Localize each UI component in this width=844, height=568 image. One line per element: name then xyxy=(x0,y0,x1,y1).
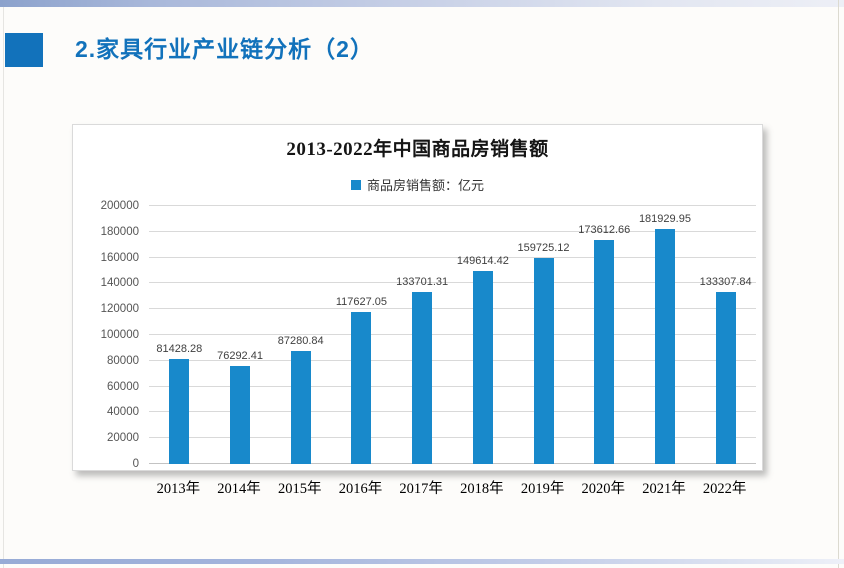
y-tick-label: 0 xyxy=(132,458,139,470)
bar-2020年 xyxy=(594,240,615,464)
y-gridline xyxy=(149,256,756,258)
x-tick-label: 2013年 xyxy=(156,481,201,497)
y-tick-label: 160000 xyxy=(100,251,139,264)
bar-value-label: 181929.95 xyxy=(638,213,691,226)
x-tick-label: 2020年 xyxy=(581,481,626,497)
bar-slot-2015年: 87280.84 xyxy=(270,206,331,464)
x-axis-labels: 2013年 2014年 2015年 2016年 2017年 2018年 2019年 2020年… xyxy=(148,477,755,497)
x-tick-label: 2017年 xyxy=(399,481,443,497)
bar-value-label: 76292.41 xyxy=(217,349,263,362)
y-tick-label: 180000 xyxy=(100,225,139,238)
bar-2022年 xyxy=(715,292,736,464)
page-title: 2.家具行业产业链分析（2） xyxy=(75,36,374,62)
y-gridline xyxy=(149,205,756,206)
x-tick-label: 2019年 xyxy=(520,481,565,497)
bar-slot-2017年: 133701.31 xyxy=(392,206,453,464)
bar-2015年 xyxy=(290,351,311,464)
bar-2019年 xyxy=(533,257,554,464)
bar-slot-2018年: 149614.42 xyxy=(453,206,514,464)
x-tick-label: 2016年 xyxy=(338,481,383,497)
bar-value-label: 87280.84 xyxy=(277,335,324,348)
y-gridline xyxy=(149,230,756,232)
bar-value-label: 159725.12 xyxy=(517,241,570,254)
bar-value-label: 133307.84 xyxy=(699,276,752,289)
chart-title: 2013-2022年中国商品房销售额 xyxy=(286,139,549,160)
y-gridline xyxy=(149,411,756,413)
chart-card: 2013-2022年中国商品房销售额 商品房销售额：亿元 0 20000 40000… xyxy=(72,124,763,471)
y-gridline xyxy=(149,308,756,310)
y-gridline xyxy=(149,359,756,361)
bar-2016年 xyxy=(351,312,372,464)
slide-left-edge-line xyxy=(3,7,4,568)
x-tick-label: 2015年 xyxy=(278,481,322,497)
plot-area: 0 20000 40000 60000 80000 100000 120000 140000 1… xyxy=(101,200,756,470)
y-tick-label: 80000 xyxy=(107,354,139,367)
y-tick-label: 120000 xyxy=(100,303,139,316)
x-tick-label: 2022年 xyxy=(702,481,747,497)
slide-top-border-bar xyxy=(0,0,844,7)
bar-slot-2022年: 133307.84 xyxy=(695,206,756,464)
x-tick-label: 2014年 xyxy=(217,481,261,497)
bar-value-label: 117627.05 xyxy=(335,296,388,309)
legend-label: 商品房销售额：亿元 xyxy=(366,178,484,193)
bar-2018年 xyxy=(472,271,493,464)
bar-value-label: 173612.66 xyxy=(578,224,631,237)
y-tick-label: 140000 xyxy=(100,277,139,290)
y-tick-label: 100000 xyxy=(100,329,139,341)
y-gridline xyxy=(149,282,756,284)
bar-slot-2019年: 159725.12 xyxy=(513,206,574,464)
bar-2014年 xyxy=(230,365,251,464)
bar-2013年 xyxy=(169,358,190,464)
slide-footer-bar xyxy=(0,559,844,564)
x-tick-label: 2021年 xyxy=(642,481,686,497)
y-tick-label: 200000 xyxy=(100,200,139,212)
y-gridline xyxy=(149,437,756,439)
y-tick-label: 40000 xyxy=(107,406,139,419)
legend-swatch-icon xyxy=(350,179,361,190)
bar-value-label: 133701.31 xyxy=(396,275,449,288)
y-gridline xyxy=(149,385,756,387)
title-accent-square xyxy=(5,33,43,67)
chart-legend: 商品房销售额：亿元 xyxy=(73,175,762,194)
bar-slot-2020年: 173612.66 xyxy=(574,206,635,464)
y-tick-label: 60000 xyxy=(107,380,139,393)
y-gridline xyxy=(149,334,756,335)
bar-2017年 xyxy=(412,291,433,464)
bar-value-label: 149614.42 xyxy=(456,255,509,267)
bar-slot-2013年: 81428.28 xyxy=(149,206,210,464)
bar-2021年 xyxy=(654,229,675,464)
bar-value-label: 81428.28 xyxy=(156,342,203,355)
bar-slot-2016年: 117627.05 xyxy=(331,206,392,464)
x-tick-label: 2018年 xyxy=(460,481,504,497)
y-tick-label: 20000 xyxy=(107,432,139,445)
bar-slot-2021年: 181929.95 xyxy=(635,206,696,464)
x-axis-baseline xyxy=(149,463,756,464)
slide-right-edge-line xyxy=(838,0,839,568)
bar-slot-2014年: 76292.41 xyxy=(210,206,271,464)
